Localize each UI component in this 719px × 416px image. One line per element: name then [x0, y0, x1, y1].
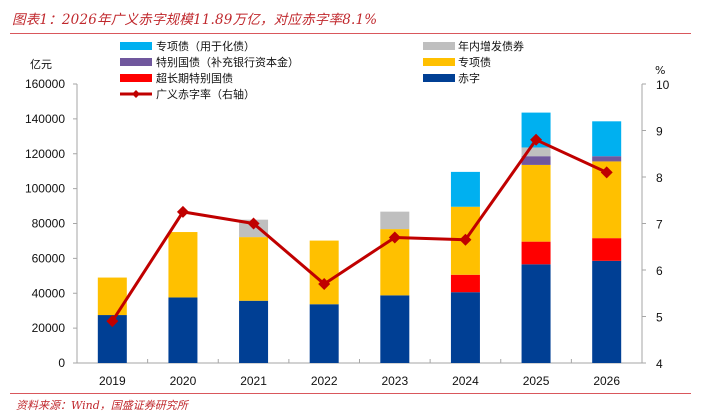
bar-segment [450, 171, 480, 207]
bar-segment [97, 277, 127, 316]
bar-segment [592, 121, 622, 157]
line-marker [247, 217, 260, 230]
legend-swatch [423, 58, 455, 66]
bar-segment [521, 147, 551, 157]
legend-label: 专项债 [458, 55, 491, 69]
y2-tick-label: 4 [656, 357, 663, 371]
line-path [111, 138, 608, 322]
y-axis-unit-label: 亿元 [30, 58, 52, 71]
y-tick-label: 100000 [25, 182, 65, 196]
line-marker [600, 166, 613, 179]
x-tick-label: 2021 [240, 374, 267, 388]
legend-swatch [423, 42, 455, 50]
y2-tick-label: 7 [656, 218, 663, 232]
y2-tick-label: 8 [656, 171, 663, 185]
bar-segment [521, 241, 551, 265]
bar-segment [309, 304, 339, 363]
bar-segment [380, 295, 410, 363]
bar-segment [521, 164, 551, 242]
bar-segment [168, 297, 198, 363]
bar-segment [450, 292, 480, 363]
line-marker [106, 315, 119, 328]
legend-label: 赤字 [458, 71, 480, 85]
bar-segment [521, 156, 551, 165]
x-tick-label: 2019 [99, 374, 126, 388]
x-tick-label: 2022 [311, 374, 338, 388]
y2-tick-label: 10 [656, 78, 670, 92]
line-marker [530, 133, 543, 146]
y-tick-label: 40000 [32, 286, 66, 300]
bar-segment [239, 237, 269, 301]
legend-label: 特别国债（补充银行资本金） [156, 55, 299, 69]
source-note: 资料来源：Wind，国盛证券研究所 [16, 399, 188, 412]
x-tick-label: 2026 [593, 374, 620, 388]
legend-swatch [120, 74, 152, 82]
source-divider [10, 393, 691, 394]
bar-segment [592, 260, 622, 363]
line-marker [176, 205, 189, 218]
bar-segment [592, 156, 622, 162]
y-tick-label: 60000 [32, 251, 66, 265]
legend-swatch [423, 74, 455, 82]
y2-tick-label: 5 [656, 311, 663, 325]
legend-label: 年内增发债券 [458, 39, 524, 53]
bar-segment [309, 240, 339, 305]
y-tick-label: 20000 [32, 321, 66, 335]
x-tick-label: 2023 [381, 374, 408, 388]
bar-segment [450, 274, 480, 293]
y-tick-label: 0 [58, 356, 65, 370]
legend-marker [132, 90, 140, 98]
y2-axis-unit-label: % [655, 64, 665, 77]
chart-title: 图表1：2026年广义赤字规模11.89万亿，对应赤字率8.1% [12, 12, 378, 28]
y-tick-label: 160000 [25, 77, 65, 91]
x-tick-label: 2020 [170, 374, 197, 388]
y2-tick-label: 6 [656, 264, 663, 278]
y2-tick-label: 9 [656, 125, 663, 139]
legend-label: 超长期特别国债 [156, 71, 233, 85]
line-marker [318, 277, 331, 290]
bar-segment [521, 264, 551, 363]
legend-swatch [120, 42, 152, 50]
legend-label: 专项债（用于化债） [156, 39, 255, 53]
bars [97, 112, 622, 363]
bar-segment [592, 238, 622, 261]
y-tick-label: 140000 [25, 112, 65, 126]
y-tick-label: 120000 [25, 147, 65, 161]
x-tick-label: 2024 [452, 374, 479, 388]
bar-segment [239, 300, 269, 363]
y-tick-label: 80000 [32, 217, 66, 231]
line-marker [459, 233, 472, 246]
bar-segment [168, 232, 198, 298]
title-divider [10, 33, 691, 34]
x-tick-label: 2025 [523, 374, 550, 388]
legend-label: 广义赤字率（右轴） [156, 87, 255, 101]
legend-swatch [120, 58, 152, 66]
bar-segment [380, 211, 410, 230]
deficit-rate-line [106, 133, 613, 328]
line-marker [388, 231, 401, 244]
